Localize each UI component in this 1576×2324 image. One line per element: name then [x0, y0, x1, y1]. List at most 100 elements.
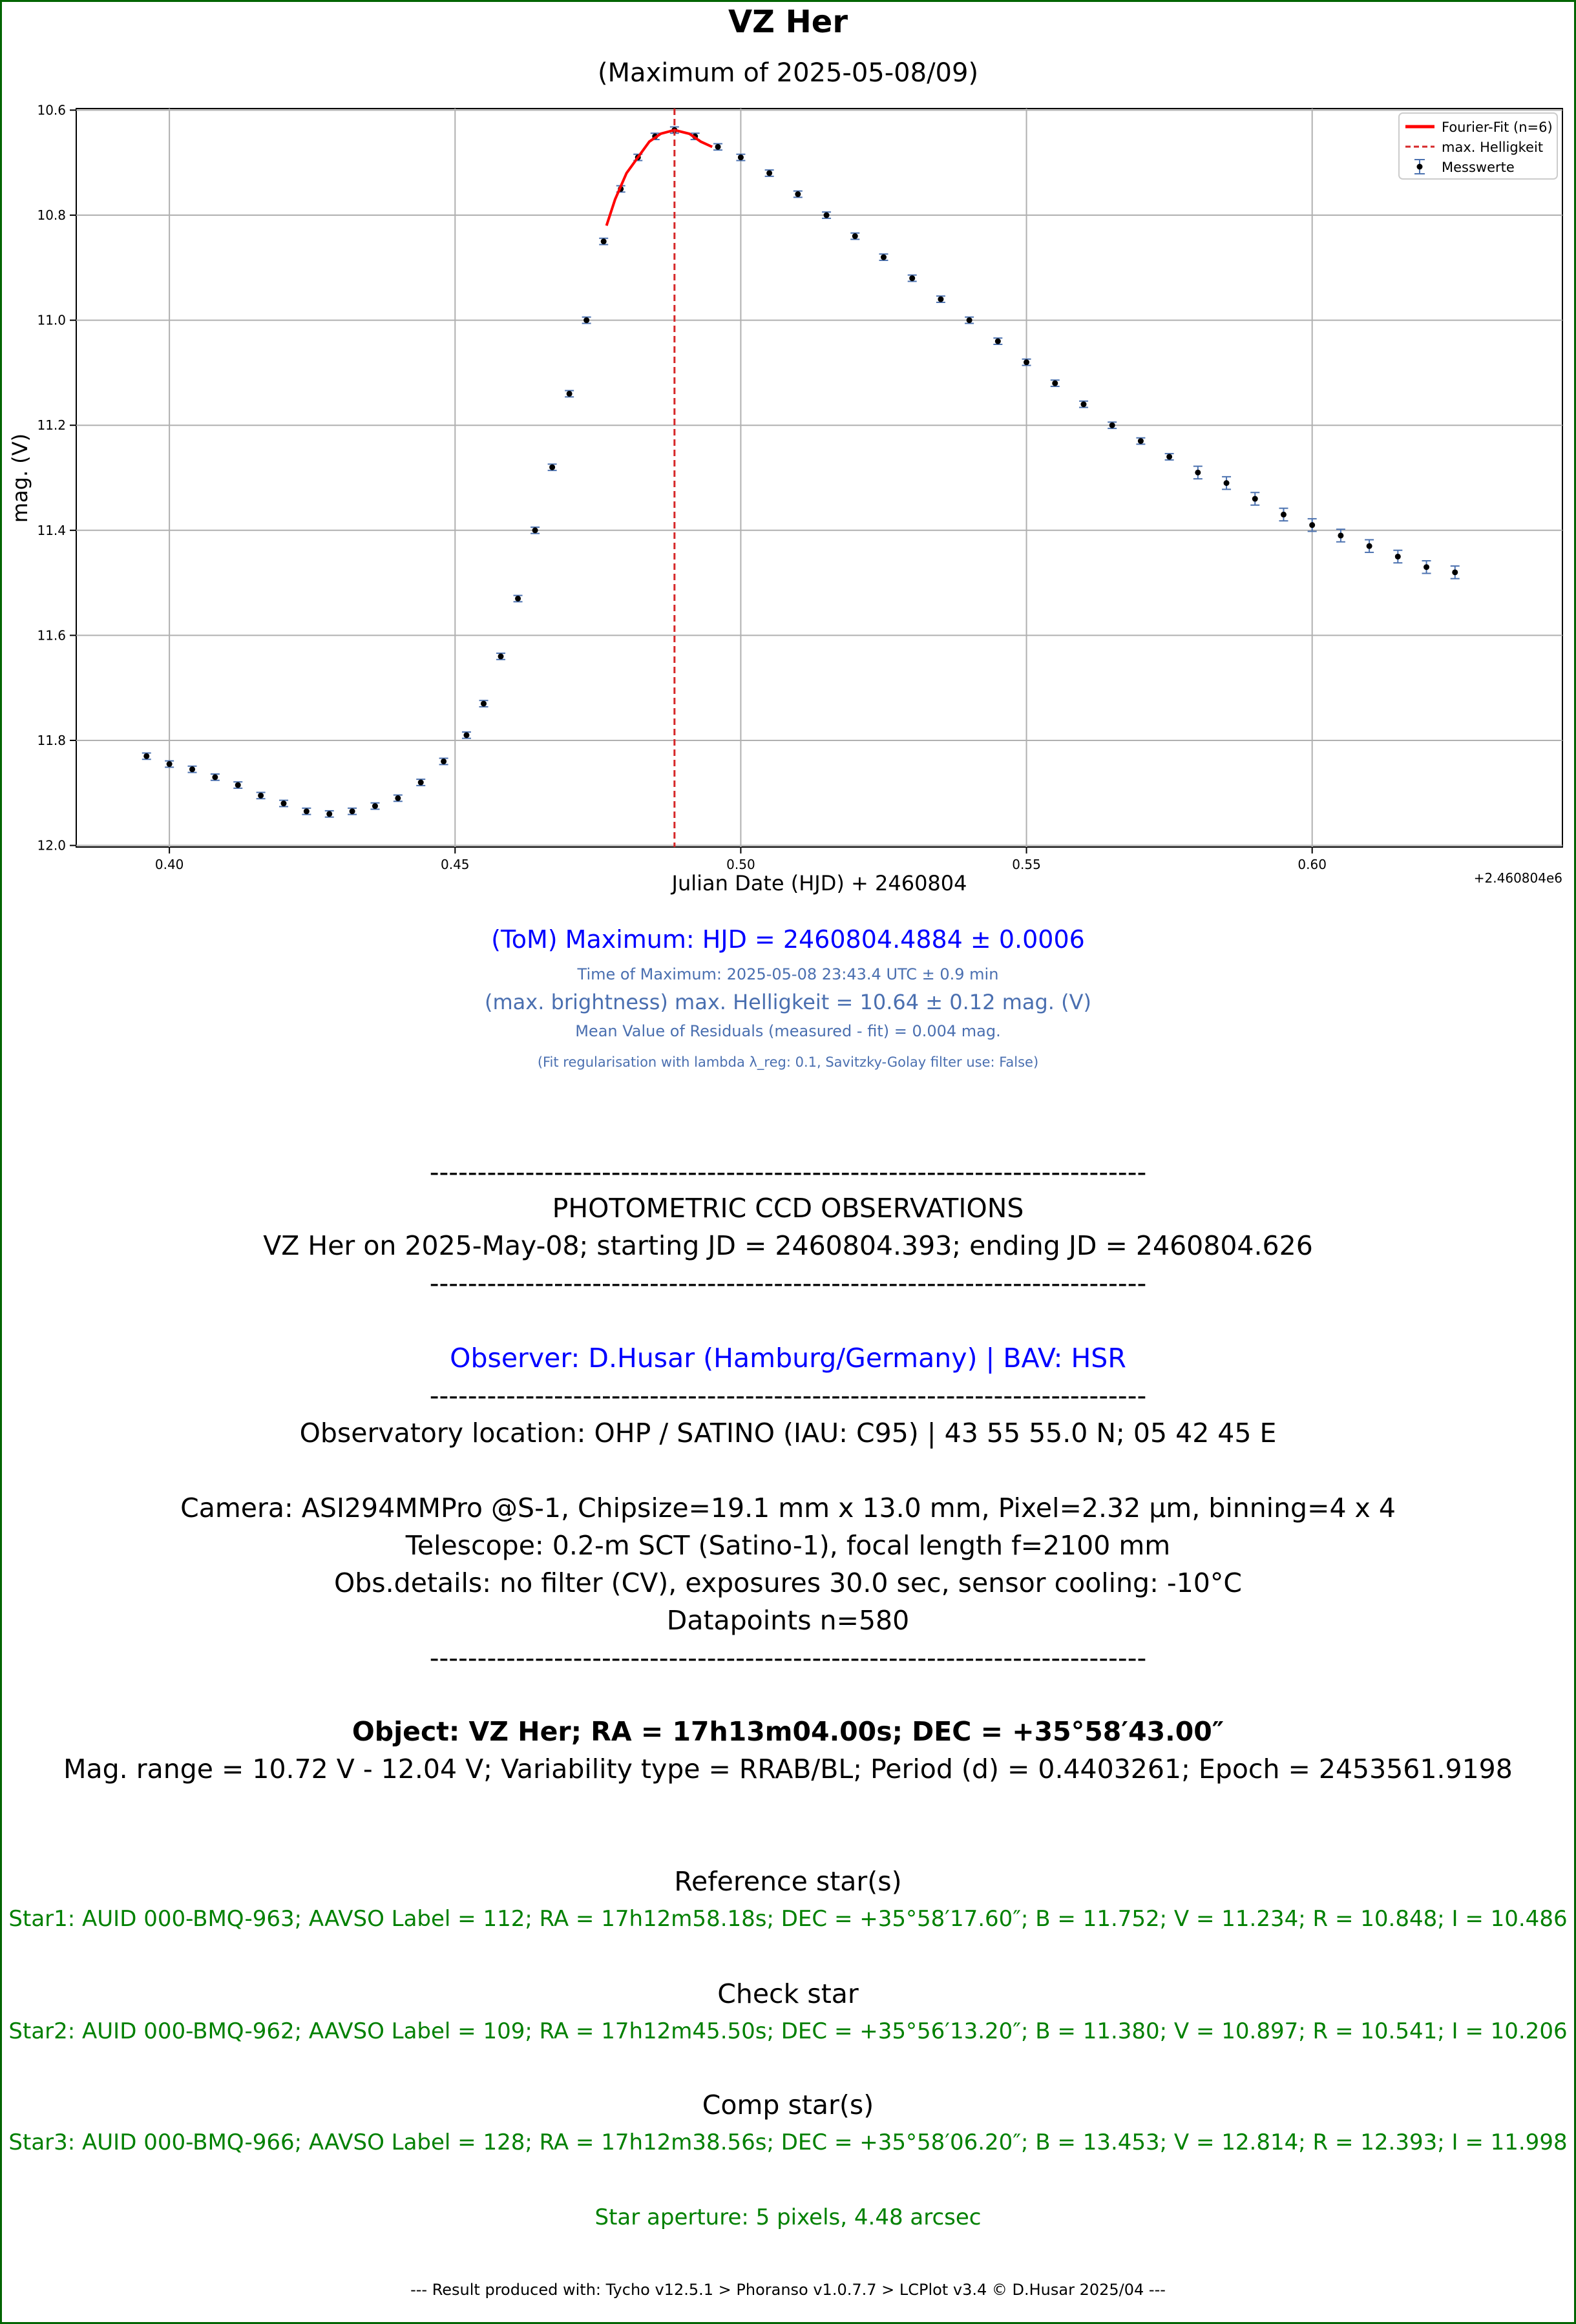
fourier-fit-line: [605, 129, 713, 226]
star-aperture: Star aperture: 5 pixels, 4.48 arcsec: [594, 2204, 982, 2230]
data-point: [212, 774, 218, 780]
check-star-heading: Check star: [717, 1978, 859, 2009]
comp-star: Star3: AUID 000-BMQ-966; AAVSO Label = 1…: [8, 2130, 1568, 2155]
data-point: [349, 808, 355, 815]
legend: Fourier-Fit (n=6) max. Helligkeit Messwe…: [1398, 112, 1558, 180]
data-points: [143, 127, 1458, 817]
data-point: [583, 317, 590, 324]
observation-run: VZ Her on 2025-May-08; starting JD = 246…: [263, 1230, 1313, 1261]
obs-details: Obs.details: no filter (CV), exposures 3…: [333, 1567, 1243, 1598]
x-tick-label: 0.40: [155, 857, 184, 872]
data-point: [715, 143, 721, 150]
data-point: [600, 238, 607, 245]
data-point: [1366, 543, 1372, 549]
data-point: [909, 275, 916, 282]
legend-fit-label: Fourier-Fit (n=6): [1442, 120, 1553, 135]
x-tick-label: 0.60: [1298, 857, 1327, 872]
legend-box: [1398, 112, 1558, 180]
comp-star-heading: Comp star(s): [702, 2089, 874, 2120]
data-point: [1052, 380, 1058, 386]
data-point: [1080, 401, 1087, 408]
data-point: [1252, 496, 1258, 502]
time-of-maximum: (ToM) Maximum: HJD = 2460804.4884 ± 0.00…: [491, 925, 1085, 954]
separator: ----------------------------------------…: [429, 1642, 1147, 1673]
data-point: [880, 254, 887, 260]
y-tick-label: 11.6: [37, 627, 66, 643]
data-point: [938, 296, 944, 302]
data-point: [303, 808, 310, 815]
y-tick-label: 11.0: [37, 313, 66, 328]
residuals: Mean Value of Residuals (measured - fit)…: [575, 1022, 1001, 1040]
data-point: [498, 653, 504, 660]
reference-star-heading: Reference star(s): [674, 1866, 902, 1897]
data-point: [737, 154, 744, 161]
report-heading: PHOTOMETRIC CCD OBSERVATIONS: [552, 1193, 1024, 1224]
data-point: [1195, 469, 1201, 476]
y-ticks: 10.6 10.8 11.0 11.2 11.4 11.6 11.8 12.0: [37, 102, 76, 853]
light-curve-chart: 0.40 0.45 0.50 0.55 0.60 10.6 10.8 11.0 11.2 11.…: [8, 102, 1563, 895]
datapoints: Datapoints n=580: [666, 1605, 910, 1636]
separator: ----------------------------------------…: [429, 1157, 1147, 1188]
x-offset-text: +2.460804e6: [1474, 870, 1562, 886]
data-point: [823, 212, 830, 218]
y-tick-label: 11.8: [37, 733, 66, 748]
y-tick-label: 11.2: [37, 417, 66, 433]
check-star: Star2: AUID 000-BMQ-962; AAVSO Label = 1…: [8, 2018, 1568, 2044]
data-point: [280, 801, 287, 807]
plot-area: [76, 108, 1563, 848]
data-point: [417, 779, 424, 786]
data-point: [766, 170, 773, 176]
data-point: [1338, 532, 1344, 539]
y-tick-label: 10.8: [37, 207, 66, 223]
data-point: [994, 338, 1001, 344]
data-point: [966, 317, 972, 324]
object-info: Object: VZ Her; RA = 17h13m04.00s; DEC =…: [352, 1716, 1224, 1747]
data-point: [549, 464, 556, 470]
y-tick-label: 10.6: [37, 102, 66, 118]
data-point: [1223, 480, 1230, 487]
data-point: [395, 795, 401, 801]
separator: ----------------------------------------…: [429, 1380, 1147, 1411]
data-point: [326, 811, 333, 817]
x-tick-label: 0.45: [441, 857, 470, 872]
data-point: [480, 700, 487, 707]
data-point: [532, 527, 538, 534]
data-point: [1109, 422, 1115, 428]
data-point: [372, 803, 378, 810]
data-point: [795, 191, 801, 198]
camera-info: Camera: ASI294MMPro @S-1, Chipsize=19.1 …: [180, 1492, 1396, 1523]
y-tick-label: 12.0: [37, 838, 66, 853]
data-point: [441, 758, 447, 764]
time-of-maximum-utc: Time of Maximum: 2025-05-08 23:43.4 UTC …: [577, 965, 999, 983]
data-point: [1452, 569, 1458, 576]
reference-star: Star1: AUID 000-BMQ-963; AAVSO Label = 1…: [8, 1906, 1568, 1932]
telescope-info: Telescope: 0.2-m SCT (Satino-1), focal l…: [405, 1530, 1171, 1561]
data-point: [515, 595, 521, 602]
data-point: [1309, 522, 1316, 529]
data-point: [566, 390, 573, 397]
data-point: [1424, 564, 1430, 571]
observer: Observer: D.Husar (Hamburg/Germany) | BA…: [450, 1343, 1126, 1374]
x-tick-label: 0.50: [726, 857, 755, 872]
legend-max-label: max. Helligkeit: [1442, 140, 1543, 155]
observatory-location: Observatory location: OHP / SATINO (IAU:…: [299, 1418, 1277, 1449]
x-axis-label: Julian Date (HJD) + 2460804: [671, 871, 967, 895]
data-point: [143, 753, 150, 759]
max-brightness: (max. brightness) max. Helligkeit = 10.6…: [485, 990, 1091, 1014]
x-ticks: 0.40 0.45 0.50 0.55 0.60: [155, 847, 1327, 872]
chart-subtitle: (Maximum of 2025-05-08/09): [597, 58, 979, 88]
data-point: [189, 766, 196, 773]
data-point: [258, 792, 264, 799]
y-axis-label: mag. (V): [8, 434, 32, 523]
data-point: [235, 782, 241, 788]
data-point: [463, 732, 470, 738]
data-point: [1024, 359, 1030, 366]
data-point: [1280, 511, 1287, 518]
y-tick-label: 11.4: [37, 523, 66, 538]
separator: ----------------------------------------…: [429, 1268, 1147, 1299]
data-point: [852, 233, 858, 240]
fit-note: (Fit regularisation with lambda λ_reg: 0…: [537, 1054, 1039, 1070]
data-point: [166, 761, 173, 768]
chart-title: VZ Her: [728, 4, 848, 40]
